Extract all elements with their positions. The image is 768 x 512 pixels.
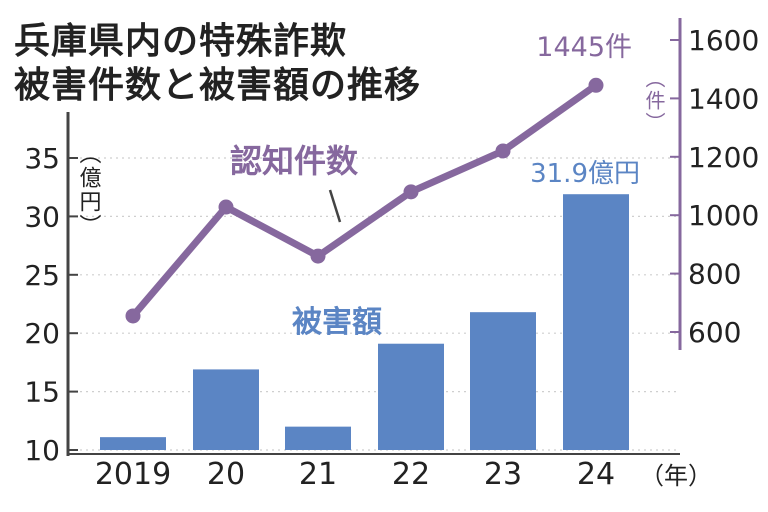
- x-axis-unit-label: （年）: [640, 462, 712, 490]
- x-tick-label-20: 20: [207, 457, 245, 492]
- bar-24: [563, 194, 629, 450]
- line-series-label: 認知件数: [230, 142, 359, 180]
- left-tick-label-25: 25: [24, 259, 60, 292]
- chart-title-line-1: 兵庫県内の特殊詐欺: [14, 21, 348, 62]
- left-axis-unit-label: （億円）: [76, 142, 102, 238]
- left-tick-label-35: 35: [24, 142, 60, 175]
- line-last-value-label: 1445件: [536, 32, 632, 63]
- bar-last-value-label: 31.9億円: [530, 159, 640, 189]
- right-tick-label-1200: 1200: [688, 141, 759, 174]
- bar-2019: [100, 437, 166, 450]
- chart-title-line-2: 被害件数と被害額の推移: [14, 65, 422, 106]
- line-point-23: [495, 143, 511, 159]
- right-tick-label-1000: 1000: [688, 199, 759, 232]
- bar-23: [470, 312, 536, 450]
- right-tick-label-600: 600: [688, 316, 741, 349]
- line-point-22: [403, 184, 419, 200]
- bar-20: [193, 369, 259, 450]
- right-tick-label-1600: 1600: [688, 24, 759, 57]
- x-tick-label-22: 22: [392, 457, 430, 492]
- left-tick-label-30: 30: [24, 200, 60, 233]
- bar-21: [285, 426, 351, 450]
- bar-22: [378, 343, 444, 450]
- x-tick-label-24: 24: [577, 457, 615, 492]
- line-point-2019: [125, 308, 141, 324]
- line-point-24: [588, 77, 604, 93]
- left-tick-label-10: 10: [24, 434, 60, 467]
- line-series-label-pointer: [328, 189, 342, 223]
- bar-series-label: 被害額: [292, 305, 382, 340]
- right-tick-label-1400: 1400: [688, 82, 759, 115]
- right-axis-unit-label: （件）: [642, 68, 666, 134]
- line-point-20: [218, 199, 234, 215]
- x-tick-label-23: 23: [484, 457, 522, 492]
- x-tick-label-21: 21: [299, 457, 337, 492]
- line-point-21: [310, 248, 326, 264]
- x-tick-label-2019: 2019: [95, 457, 171, 492]
- right-tick-label-800: 800: [688, 258, 741, 291]
- line-series-path: [129, 81, 600, 320]
- left-tick-label-20: 20: [24, 317, 60, 350]
- left-tick-label-15: 15: [24, 376, 60, 409]
